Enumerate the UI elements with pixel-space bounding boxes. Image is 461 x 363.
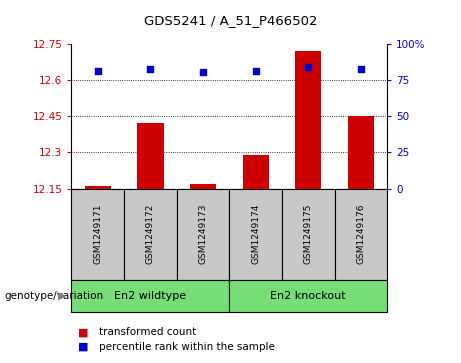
Bar [242,155,269,189]
Text: GSM1249174: GSM1249174 [251,204,260,264]
Text: En2 wildtype: En2 wildtype [114,291,186,301]
Bar [137,123,164,189]
Text: GSM1249171: GSM1249171 [93,204,102,264]
Point [94,69,101,74]
Text: GDS5241 / A_51_P466502: GDS5241 / A_51_P466502 [144,15,317,28]
Text: ■: ■ [78,327,89,337]
Point [357,66,365,72]
Text: transformed count: transformed count [99,327,196,337]
Text: ■: ■ [78,342,89,352]
Text: En2 knockout: En2 knockout [271,291,346,301]
Bar [282,189,335,280]
Bar [229,189,282,280]
Bar [348,116,374,189]
Bar [85,186,111,189]
Bar [190,184,216,189]
Point [305,64,312,69]
Text: GSM1249175: GSM1249175 [304,204,313,264]
Bar [295,51,321,189]
Point [147,66,154,72]
Bar [229,280,387,312]
Text: ▶: ▶ [59,291,67,301]
Text: GSM1249173: GSM1249173 [199,204,207,264]
Bar [124,189,177,280]
Bar [177,189,229,280]
Text: genotype/variation: genotype/variation [5,291,104,301]
Bar [71,189,124,280]
Bar [335,189,387,280]
Text: percentile rank within the sample: percentile rank within the sample [99,342,275,352]
Point [199,69,207,75]
Text: GSM1249176: GSM1249176 [356,204,366,264]
Bar [71,280,229,312]
Point [252,68,260,74]
Text: GSM1249172: GSM1249172 [146,204,155,264]
